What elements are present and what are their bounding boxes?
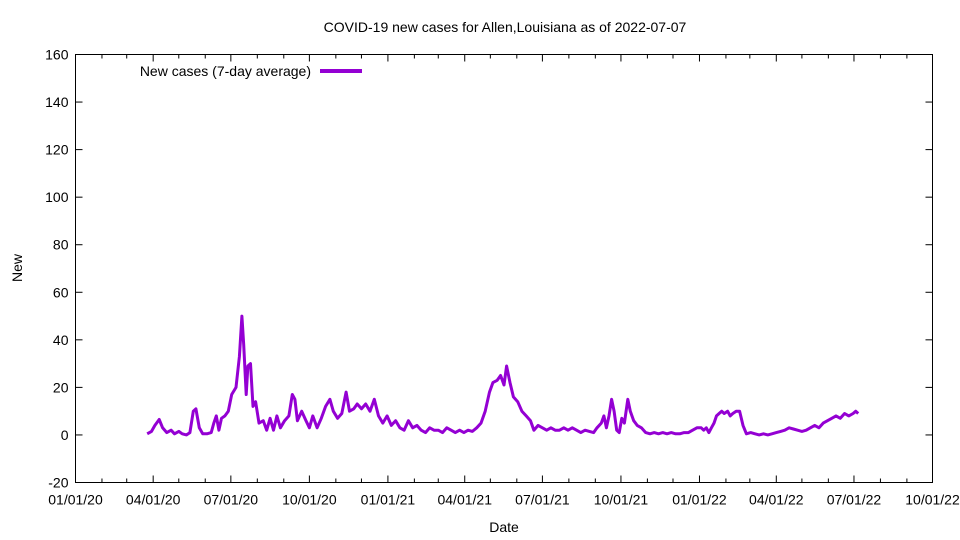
x-tick-label: 10/01/20	[282, 492, 337, 508]
y-tick-label: 100	[45, 189, 69, 205]
tick-layer: -20 0 20 40 60 80 100 120 140 160 01/01/20 04/01/20…	[45, 47, 960, 508]
y-tick-label: 120	[45, 142, 69, 158]
y-tick-label: 80	[53, 237, 69, 253]
x-tick-label: 10/01/21	[594, 492, 649, 508]
x-tick-label: 01/01/21	[361, 492, 416, 508]
x-tick-label: 01/01/22	[672, 492, 727, 508]
y-tick-label: 160	[45, 47, 69, 63]
y-tick-label: -20	[48, 475, 68, 491]
x-tick-label: 01/01/20	[48, 492, 103, 508]
legend: New cases (7-day average)	[140, 63, 362, 79]
x-tick-label: 07/01/22	[827, 492, 882, 508]
series-layer	[146, 314, 860, 437]
y-tick-label: 60	[53, 284, 69, 300]
y-tick-label: 0	[61, 427, 69, 443]
x-tick-label: 07/01/21	[515, 492, 570, 508]
y-tick-label: 20	[53, 379, 69, 395]
x-tick-label: 04/01/22	[749, 492, 804, 508]
chart-title: COVID-19 new cases for Allen,Louisiana a…	[324, 19, 687, 35]
x-axis-label: Date	[489, 519, 519, 535]
y-tick-label: 140	[45, 94, 69, 110]
plot-frame	[75, 54, 933, 483]
legend-label: New cases (7-day average)	[140, 63, 311, 79]
x-tick-label: 04/01/20	[126, 492, 181, 508]
x-tick-label: 04/01/21	[437, 492, 492, 508]
y-axis-label: New	[9, 253, 25, 282]
y-tick-label: 40	[53, 332, 69, 348]
x-tick-label: 07/01/20	[204, 492, 259, 508]
x-tick-label: 10/01/22	[905, 492, 960, 508]
series-line	[146, 314, 860, 437]
